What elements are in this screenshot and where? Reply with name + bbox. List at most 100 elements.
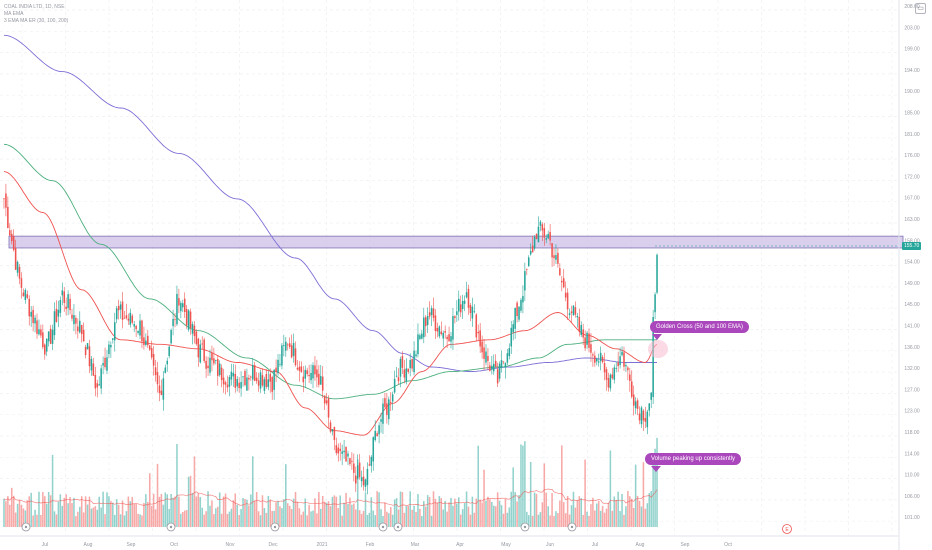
- candle-down: [222, 377, 225, 385]
- volume-bar: [59, 494, 62, 527]
- candle-down: [211, 352, 213, 361]
- candle-down: [197, 338, 200, 358]
- candle-up: [504, 362, 507, 368]
- candles: [3, 183, 658, 495]
- volume-bar: [623, 514, 625, 527]
- chart-settings-icon[interactable]: ▭: [915, 3, 926, 14]
- volume-bar: [603, 512, 606, 527]
- x-tick-label: Feb: [366, 542, 375, 548]
- volume-bar: [343, 502, 345, 527]
- candle-down: [588, 333, 590, 348]
- volume-bar: [545, 492, 548, 527]
- volume-bar: [353, 503, 355, 527]
- candle-down: [436, 328, 439, 332]
- candle-down: [590, 344, 592, 353]
- candle-down: [20, 278, 23, 288]
- volume-bar: [434, 498, 437, 527]
- volume-bar: [459, 514, 462, 527]
- candle-down: [632, 394, 635, 406]
- volume-bar: [14, 512, 17, 527]
- volume-bar: [203, 514, 205, 527]
- candle-up: [273, 369, 275, 390]
- volume-bar: [271, 511, 273, 527]
- volume-bar: [469, 514, 472, 527]
- candle-down: [96, 383, 99, 388]
- volume-bar: [372, 510, 375, 527]
- volume-bar: [32, 515, 34, 527]
- volume-bar: [34, 509, 36, 527]
- candle-down: [84, 346, 87, 355]
- volume-bar: [94, 506, 97, 527]
- candle-up: [510, 327, 513, 347]
- candle-down: [351, 460, 353, 462]
- volume-bar: [625, 506, 627, 527]
- volume-bar: [269, 499, 272, 527]
- candle-down: [578, 316, 581, 332]
- volume-bar: [108, 496, 110, 527]
- candle-down: [9, 230, 11, 236]
- volume-bar: [263, 508, 266, 527]
- volume-bar: [382, 516, 384, 527]
- candle-up: [621, 351, 623, 356]
- volume-bar: [597, 500, 600, 527]
- volume-bar: [500, 505, 503, 527]
- volume-bar: [527, 515, 530, 527]
- candle-down: [401, 355, 404, 368]
- volume-bar: [209, 505, 211, 527]
- volume-bar: [384, 502, 386, 527]
- candle-down: [104, 357, 106, 368]
- volume-bar: [228, 511, 231, 527]
- volume-bar: [366, 514, 369, 527]
- volume-bar: [90, 508, 93, 527]
- volume-bar: [288, 505, 291, 527]
- candle-down: [63, 291, 65, 303]
- volume-bar: [250, 494, 252, 527]
- x-tick-label: Jul: [42, 542, 48, 548]
- candle-down: [434, 315, 437, 332]
- volume-bar: [615, 499, 617, 527]
- candle-up: [320, 376, 322, 385]
- candle-up: [597, 361, 600, 363]
- candle-down: [487, 355, 489, 361]
- candle-up: [596, 358, 598, 362]
- candle-down: [531, 245, 534, 253]
- candle-up: [463, 300, 466, 304]
- volume-bar: [582, 515, 584, 527]
- earnings-marker: [782, 524, 792, 534]
- candle-up: [79, 320, 81, 333]
- y-tick-label: 185.00: [904, 111, 920, 117]
- candle-up: [356, 465, 359, 479]
- volume-bar: [84, 496, 87, 527]
- volume-bar: [174, 496, 176, 527]
- volume-bar: [358, 510, 361, 527]
- volume-bar: [201, 507, 203, 527]
- volume-bar: [67, 503, 69, 527]
- candle-up: [545, 238, 548, 240]
- volume-bar: [10, 487, 13, 527]
- candle-up: [380, 419, 382, 422]
- event-marker-dot: [570, 525, 574, 529]
- volume-bar: [650, 491, 652, 527]
- volume-bar: [524, 441, 526, 527]
- candle-up: [374, 430, 376, 441]
- volume-bar: [395, 498, 398, 527]
- candle-up: [182, 303, 184, 308]
- candle-down: [275, 367, 277, 372]
- y-tick-label: 132.00: [904, 366, 920, 372]
- candle-down: [40, 329, 42, 336]
- volume-bar: [63, 497, 65, 527]
- volume-bar: [440, 498, 443, 527]
- y-tick-label: 190.00: [904, 89, 920, 95]
- volume-bar: [555, 511, 557, 527]
- candle-up: [45, 338, 48, 352]
- volume-bar: [504, 498, 507, 527]
- volume-bar: [323, 501, 326, 527]
- candle-down: [261, 375, 264, 386]
- candle-down: [607, 378, 610, 388]
- candle-down: [174, 319, 176, 321]
- candle-down: [557, 252, 559, 264]
- volume-bar: [619, 511, 621, 527]
- volume-bar: [446, 511, 448, 527]
- candle-up: [102, 363, 104, 366]
